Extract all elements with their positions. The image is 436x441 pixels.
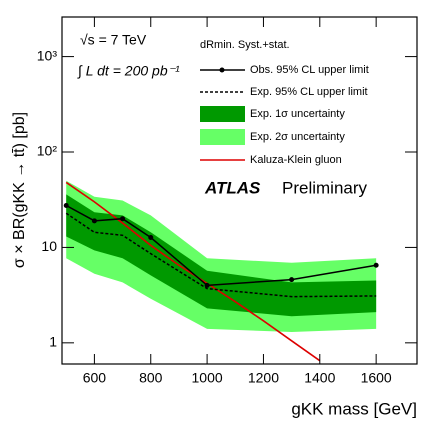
marker	[120, 216, 126, 222]
lumi-label: ∫ L dt = 200 pb⁻¹	[77, 63, 180, 80]
x-tick-label: 600	[83, 370, 107, 386]
y-axis-label: σ × BR(gKK → tt̄) [pb]	[11, 112, 28, 268]
x-tick-label: 800	[139, 370, 163, 386]
x-tick-label: 1600	[361, 370, 392, 386]
legend-label: Exp. 1σ uncertainty	[250, 108, 345, 120]
legend-marker	[219, 67, 225, 73]
plot-area	[63, 180, 379, 362]
legend-label: Exp. 2σ uncertainty	[250, 131, 345, 143]
x-axis-label: gKK mass [GeV]	[291, 399, 417, 418]
legend-label: Obs. 95% CL upper limit	[250, 64, 369, 76]
y-tick-label: 1	[49, 334, 57, 350]
x-tick-label: 1200	[248, 370, 279, 386]
marker	[148, 235, 154, 241]
legend-swatch	[200, 106, 245, 122]
status-label: Preliminary	[282, 178, 368, 197]
marker	[373, 262, 379, 268]
frame	[61, 16, 418, 365]
x-tick-label: 1000	[192, 370, 223, 386]
experiment-label: ATLAS	[204, 178, 261, 197]
marker	[91, 218, 97, 224]
legend-header: dRmin. Syst.+stat.	[200, 39, 290, 51]
x-tick-label: 1400	[304, 370, 335, 386]
band	[66, 194, 377, 317]
energy-label: √s = 7 TeV	[80, 32, 147, 48]
marker	[63, 203, 69, 209]
marker	[204, 282, 210, 288]
legend-label: Exp. 95% CL upper limit	[250, 86, 368, 98]
marker	[289, 277, 295, 283]
y-tick-label: 10³	[37, 47, 58, 63]
legend-swatch	[200, 129, 245, 145]
y-tick-label: 10	[41, 238, 57, 254]
legend-label: Kaluza-Klein gluon	[250, 154, 342, 166]
limit-line	[65, 212, 377, 298]
y-tick-label: 10²	[37, 143, 58, 159]
